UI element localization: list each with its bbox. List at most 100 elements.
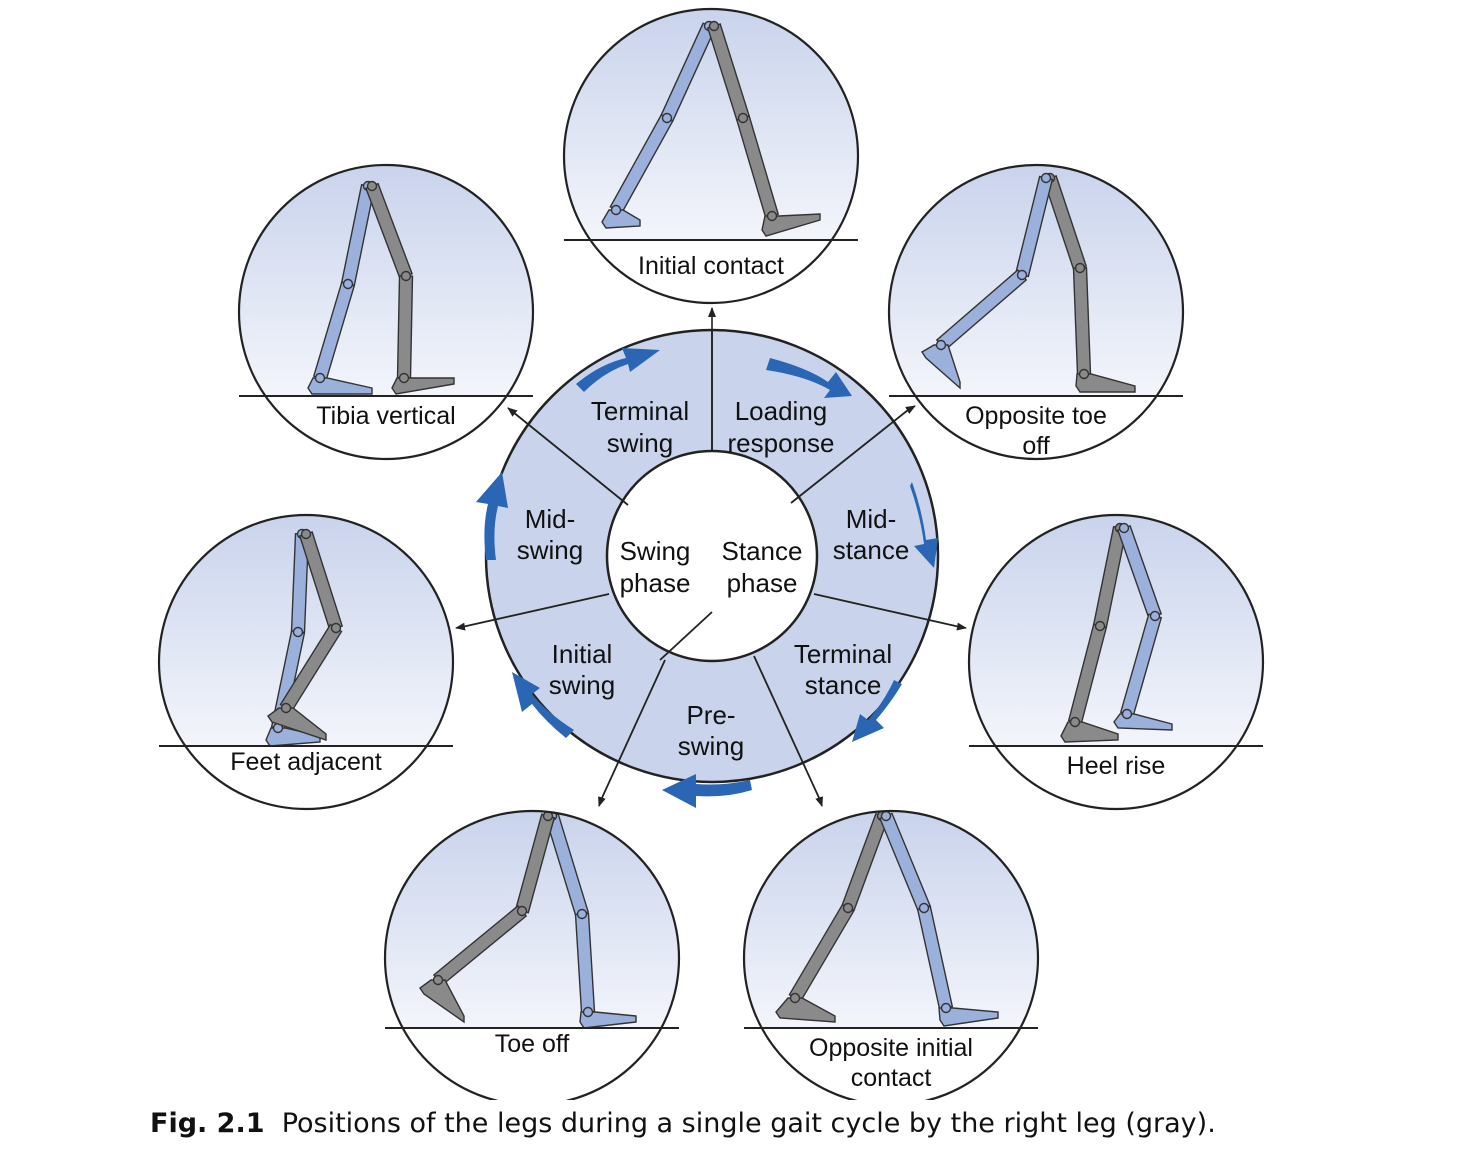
foot-segment xyxy=(938,1007,999,1027)
joint-marker xyxy=(766,210,778,222)
joint-marker xyxy=(1078,368,1090,380)
joint-marker xyxy=(610,204,622,216)
event-label: Opposite toe xyxy=(965,402,1107,430)
phase-line: Loading xyxy=(735,396,828,426)
center-stance-line-1: Stance xyxy=(722,536,803,566)
event-label: Initial contact xyxy=(638,252,784,280)
right-leg-gray xyxy=(775,811,889,1023)
joint-marker xyxy=(935,339,947,351)
event-feet-adjacent: Feet adjacent xyxy=(157,513,455,811)
joint-marker xyxy=(880,811,892,822)
event-tibia-vertical: Tibia vertical xyxy=(237,163,535,461)
phase-label-mid-swing: Mid- swing xyxy=(517,504,583,565)
event-circle-border xyxy=(157,513,455,811)
event-circle-border xyxy=(237,163,535,461)
joint-marker xyxy=(1118,522,1130,534)
foot-segment xyxy=(921,344,961,390)
phase-line: stance xyxy=(833,535,910,565)
event-label: Opposite initial xyxy=(809,1034,973,1062)
foot-segment xyxy=(775,997,836,1023)
event-scene xyxy=(385,811,679,1100)
foot-segment xyxy=(761,213,821,237)
sky-background xyxy=(564,9,858,240)
center-stance-label: Stance phase xyxy=(722,536,803,598)
joint-marker xyxy=(661,112,673,124)
caption-number: Fig. 2.1 xyxy=(150,1108,265,1139)
center-swing-label: Swing phase xyxy=(620,536,691,598)
center-swing-line-2: phase xyxy=(620,568,691,598)
joint-marker xyxy=(1040,172,1052,184)
event-label: Feet adjacent xyxy=(230,748,382,776)
phase-line: swing xyxy=(678,731,744,761)
event-circle-border xyxy=(887,163,1185,461)
event-initial-contact: Initial contact xyxy=(562,7,860,305)
phase-line: stance xyxy=(805,670,882,700)
event-label: Heel rise xyxy=(1067,752,1166,780)
event-circle-border xyxy=(967,513,1265,811)
left-leg-blue xyxy=(921,172,1054,390)
event-scene xyxy=(239,165,533,459)
joint-marker xyxy=(330,622,342,634)
joint-marker xyxy=(292,626,304,638)
right-leg-gray xyxy=(365,180,455,395)
joint-marker xyxy=(708,20,720,32)
sky-background xyxy=(239,165,533,396)
event-circle-border xyxy=(742,809,1040,1100)
event-label: Tibia vertical xyxy=(316,402,455,430)
right-leg-gray xyxy=(1060,522,1128,743)
phase-label-loading-response: Loading response xyxy=(728,396,835,458)
foot-segment xyxy=(307,377,373,395)
phase-line: response xyxy=(728,428,835,458)
joint-marker xyxy=(400,270,412,282)
phase-label-initial-swing: Initial swing xyxy=(549,639,615,700)
joint-marker xyxy=(1069,716,1081,728)
phase-line: Initial xyxy=(552,639,613,669)
right-leg-gray xyxy=(267,528,344,741)
foot-segment xyxy=(579,1011,637,1029)
joint-marker xyxy=(1016,269,1028,281)
joint-marker xyxy=(1094,620,1106,632)
joint-marker xyxy=(516,905,528,917)
joint-marker xyxy=(789,992,801,1004)
phase-label-terminal-swing: Terminal swing xyxy=(591,396,689,458)
joint-marker xyxy=(737,112,749,124)
joint-marker xyxy=(1121,708,1133,720)
center-swing-line-1: Swing xyxy=(620,536,691,566)
caption-text: Positions of the legs during a single ga… xyxy=(281,1108,1216,1139)
event-heel-rise: Heel rise xyxy=(967,513,1265,811)
foot-segment xyxy=(267,707,327,741)
figure-caption: Fig. 2.1 Positions of the legs during a … xyxy=(150,1108,1400,1139)
phase-line: Mid- xyxy=(846,504,897,534)
event-label: Toe off xyxy=(495,1030,570,1058)
joint-marker xyxy=(432,974,444,986)
joint-marker xyxy=(842,902,854,914)
joint-marker xyxy=(1149,610,1161,622)
event-toe-off: Toe off xyxy=(383,809,681,1100)
event-pointer-arrows xyxy=(455,307,967,807)
left-leg-blue xyxy=(601,20,716,229)
phase-line: Pre- xyxy=(686,700,735,730)
phase-line: swing xyxy=(517,535,583,565)
event-label: contact xyxy=(851,1064,932,1092)
foot-segment xyxy=(1075,373,1136,393)
joint-marker xyxy=(582,1006,594,1018)
progression-arrows xyxy=(476,348,938,808)
left-leg-blue xyxy=(1113,522,1173,731)
foot-segment xyxy=(391,377,455,395)
event-circle-border xyxy=(562,7,860,305)
phase-line: swing xyxy=(607,428,673,458)
phase-label-terminal-stance: Terminal stance xyxy=(794,639,892,700)
right-leg-gray xyxy=(1042,172,1136,393)
gait-cycle-diagram: Swing phase Stance phase Loading respons… xyxy=(157,7,1265,1100)
phase-label-pre-swing: Pre- swing xyxy=(678,700,744,761)
center-stance-line-2: phase xyxy=(727,568,798,598)
phase-line: Terminal xyxy=(591,396,689,426)
joint-marker xyxy=(940,1002,952,1014)
joint-marker xyxy=(314,372,326,384)
left-leg-blue xyxy=(879,811,999,1027)
phase-line: Terminal xyxy=(794,639,892,669)
event-scene xyxy=(969,515,1263,809)
phase-ring xyxy=(461,328,961,801)
